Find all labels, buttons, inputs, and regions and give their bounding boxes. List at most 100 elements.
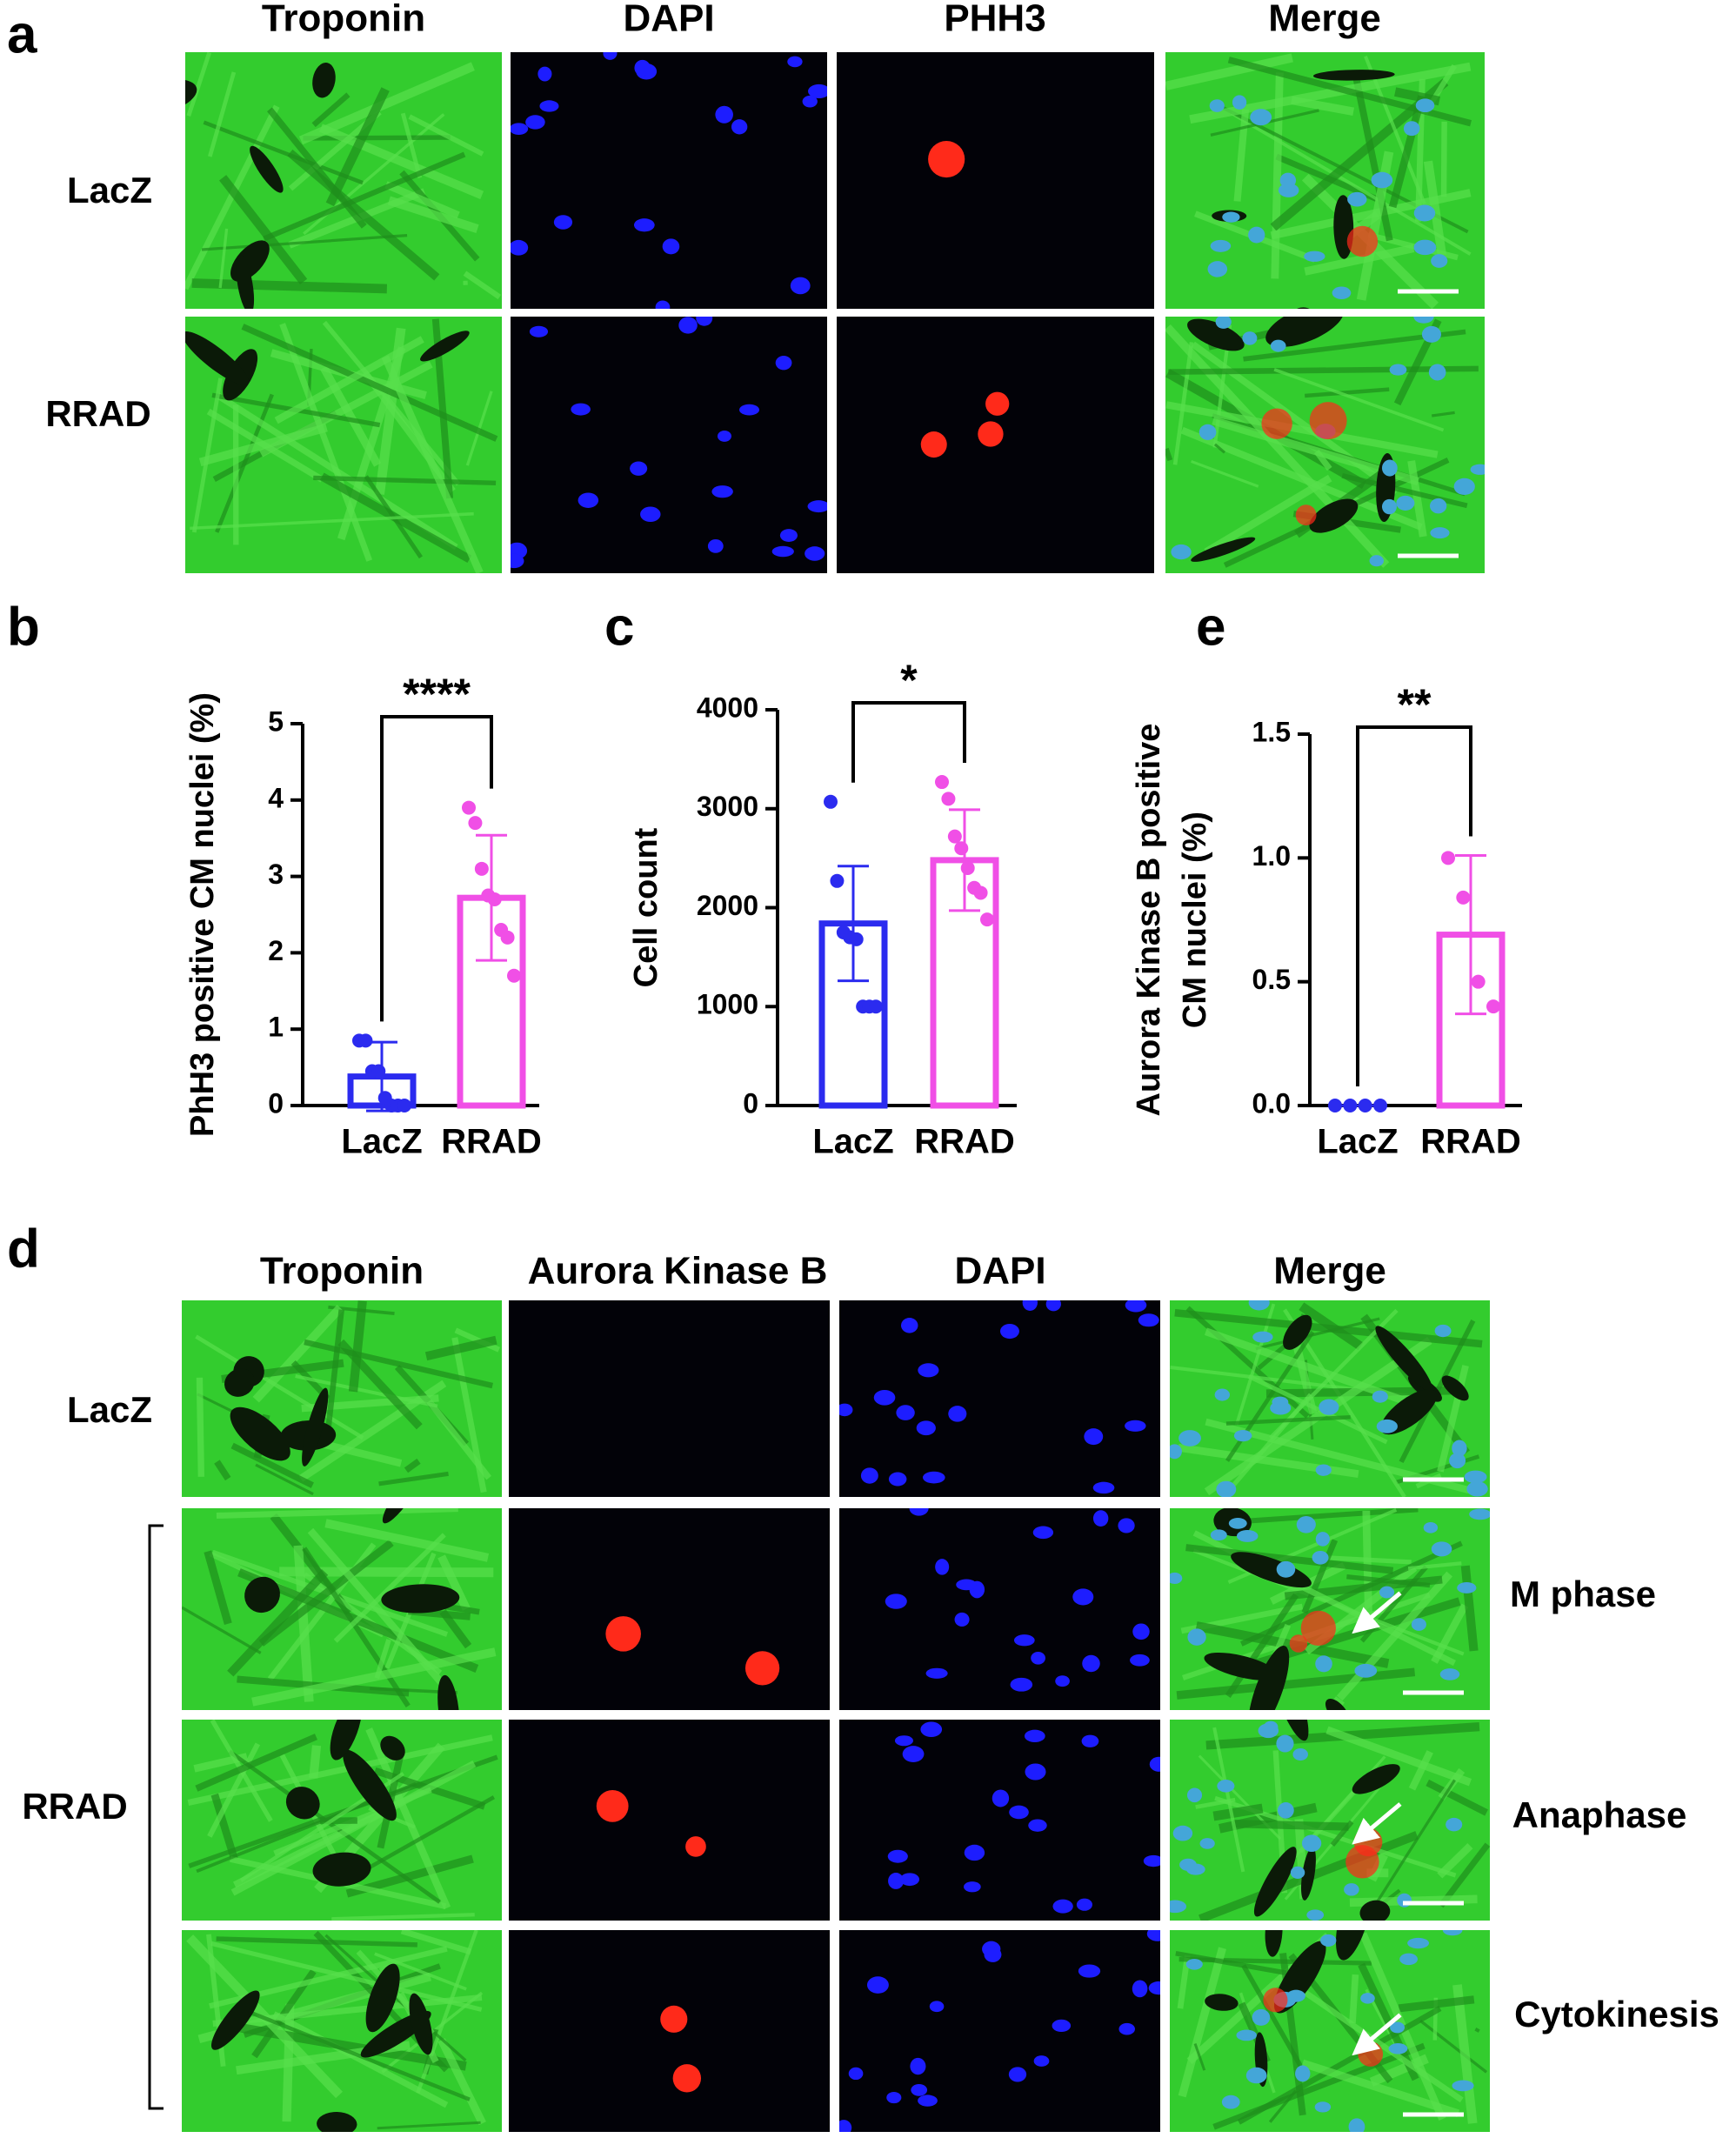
red-signal bbox=[1289, 1634, 1308, 1653]
column-header: Troponin bbox=[262, 0, 425, 40]
gap bbox=[1204, 1652, 1279, 1680]
gap bbox=[1248, 1646, 1290, 1710]
data-point bbox=[830, 873, 845, 888]
nucleus bbox=[1421, 325, 1441, 343]
fiber bbox=[1437, 1365, 1469, 1473]
nucleus bbox=[1199, 424, 1217, 440]
nucleus bbox=[1033, 2055, 1050, 2067]
nucleus bbox=[1013, 1634, 1035, 1647]
bracket bbox=[148, 1524, 164, 2110]
fiber bbox=[203, 120, 364, 185]
nucleus bbox=[1118, 1518, 1135, 1533]
nucleus bbox=[1315, 1532, 1330, 1547]
nucleus bbox=[923, 1471, 945, 1484]
nucleus bbox=[1292, 1747, 1308, 1761]
y-tick-label: 1.5 bbox=[1252, 716, 1291, 747]
gap bbox=[343, 1749, 397, 1821]
fiber bbox=[437, 2038, 486, 2126]
nucleus bbox=[1314, 2101, 1332, 2113]
nucleus bbox=[1390, 2021, 1405, 2034]
fiber bbox=[1165, 447, 1173, 462]
fiber bbox=[204, 1550, 232, 1626]
nucleus bbox=[1216, 1480, 1237, 1497]
fiber bbox=[304, 1339, 493, 1389]
x-tick-label: RRAD bbox=[441, 1123, 542, 1161]
fiber bbox=[374, 1952, 467, 1991]
fiber bbox=[400, 1930, 472, 1955]
y-tick-label: 0 bbox=[268, 1087, 284, 1119]
fiber bbox=[1388, 95, 1426, 209]
data-point bbox=[1471, 974, 1486, 989]
image-background bbox=[837, 52, 1154, 309]
nucleus bbox=[1466, 1481, 1488, 1497]
fiber bbox=[1212, 1803, 1264, 1821]
red-signal bbox=[1345, 1845, 1379, 1879]
data-point bbox=[849, 932, 864, 946]
image-content bbox=[1170, 1720, 1490, 1921]
data-point bbox=[397, 1099, 411, 1112]
nucleus bbox=[1092, 1481, 1115, 1494]
fiber bbox=[206, 408, 324, 483]
fiber bbox=[324, 1309, 344, 1443]
fiber bbox=[1408, 1750, 1433, 1791]
y-tick-label: 2 bbox=[268, 935, 284, 966]
image-content bbox=[839, 1300, 1160, 1497]
red-signal bbox=[596, 1789, 629, 1822]
fiber bbox=[1232, 1819, 1349, 1831]
fiber bbox=[355, 1795, 496, 1877]
image-content bbox=[182, 1300, 502, 1497]
fiber bbox=[227, 1568, 329, 1677]
image-background bbox=[839, 1930, 1160, 2132]
nucleus bbox=[1411, 1618, 1426, 1631]
micrograph bbox=[1170, 1930, 1490, 2132]
fiber bbox=[293, 1545, 314, 1702]
fiber bbox=[272, 2011, 449, 2108]
gap bbox=[210, 1990, 260, 2050]
nucleus bbox=[1315, 1464, 1332, 1476]
red-signal bbox=[920, 431, 947, 458]
fiber bbox=[255, 1463, 314, 1496]
nucleus bbox=[1423, 1522, 1439, 1533]
fiber bbox=[267, 107, 367, 229]
red-signal bbox=[1263, 1988, 1288, 2013]
error-bar bbox=[949, 808, 980, 912]
nucleus bbox=[956, 1579, 978, 1591]
micrograph bbox=[837, 317, 1154, 573]
gap bbox=[437, 1674, 460, 1710]
micrograph bbox=[1170, 1300, 1490, 1497]
gap bbox=[312, 1852, 371, 1887]
micrograph bbox=[511, 52, 827, 309]
fiber bbox=[1175, 1950, 1287, 1975]
nucleus bbox=[1076, 1898, 1092, 1911]
nucleus bbox=[1439, 1668, 1460, 1680]
micrographs bbox=[182, 52, 1490, 2132]
red-signal bbox=[1300, 1610, 1336, 1647]
fiber bbox=[1237, 2006, 1442, 2125]
nucleus bbox=[1270, 339, 1286, 352]
nucleus bbox=[1171, 544, 1192, 560]
nucleus bbox=[1028, 1819, 1047, 1832]
gap bbox=[1265, 1930, 1283, 1957]
fiber bbox=[331, 1913, 475, 1921]
nucleus bbox=[888, 1472, 907, 1487]
data-point bbox=[960, 861, 975, 875]
nucleus bbox=[1413, 239, 1437, 256]
nucleus bbox=[896, 1405, 915, 1420]
nucleus bbox=[900, 1318, 918, 1333]
fiber bbox=[1426, 1779, 1488, 1816]
fiber bbox=[1165, 401, 1439, 458]
micrograph bbox=[182, 1930, 502, 2132]
nucleus bbox=[1457, 1581, 1477, 1593]
nucleus bbox=[1277, 1801, 1294, 1819]
significance: * bbox=[900, 656, 918, 705]
data-point bbox=[941, 792, 956, 806]
fiber bbox=[212, 1994, 483, 2027]
fiber bbox=[241, 324, 498, 442]
y-tick-label: 2000 bbox=[697, 890, 758, 921]
row-label: LacZ bbox=[67, 1389, 152, 1430]
gap bbox=[365, 1963, 400, 2033]
nucleus bbox=[1312, 1550, 1329, 1565]
red-signal bbox=[928, 140, 965, 178]
x-tick-label: LacZ bbox=[341, 1123, 422, 1161]
fiber bbox=[252, 1305, 344, 1403]
